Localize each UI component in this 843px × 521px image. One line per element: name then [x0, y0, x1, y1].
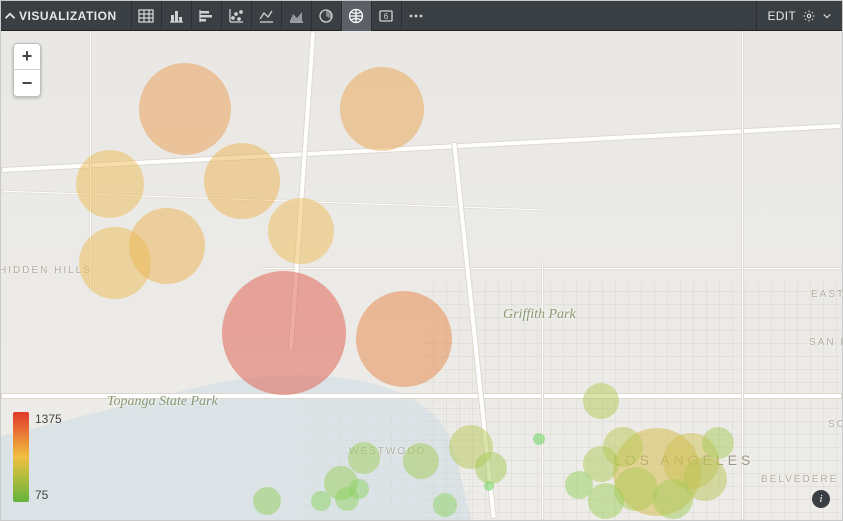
viztype-map-button[interactable]: [341, 1, 371, 31]
data-bubble: [588, 483, 624, 519]
data-bubble: [139, 63, 231, 155]
edit-button[interactable]: EDIT: [756, 1, 842, 30]
zoom-out-button[interactable]: −: [14, 70, 40, 96]
data-bubble: [663, 433, 719, 489]
legend-max: 1375: [35, 412, 62, 426]
map-canvas[interactable]: Griffith Park Topanga State Park LOS ANG…: [1, 31, 842, 520]
viztype-more-button[interactable]: [401, 1, 431, 31]
data-bubble: [583, 446, 619, 482]
viztype-scatter-button[interactable]: [221, 1, 251, 31]
collapse-toggle[interactable]: [1, 7, 19, 25]
viztype-number-button[interactable]: 6: [371, 1, 401, 31]
zoom-control: + −: [13, 43, 41, 97]
data-bubble: [433, 493, 457, 517]
viztype-pie-button[interactable]: [311, 1, 341, 31]
panel-title: VISUALIZATION: [19, 9, 131, 23]
data-bubble: [475, 452, 507, 484]
data-bubble: [340, 67, 424, 151]
viztype-area-button[interactable]: [281, 1, 311, 31]
viztype-hbar-button[interactable]: [191, 1, 221, 31]
legend: 1375 75: [13, 412, 62, 502]
data-bubble: [268, 198, 334, 264]
data-bubble: [129, 208, 205, 284]
data-bubble: [311, 491, 331, 511]
data-bubble: [348, 442, 380, 474]
edit-label: EDIT: [767, 9, 796, 23]
viz-toolbar: VISUALIZATION: [1, 1, 842, 31]
viztype-table-button[interactable]: [131, 1, 161, 31]
data-bubble: [79, 227, 151, 299]
data-bubble: [702, 427, 734, 459]
data-bubble: [683, 457, 727, 501]
data-bubble: [204, 143, 280, 219]
data-bubble: [603, 427, 643, 467]
data-bubble: [484, 481, 494, 491]
data-bubble: [349, 479, 369, 499]
data-bubble: [613, 428, 701, 516]
legend-gradient: [13, 412, 29, 502]
data-bubble: [76, 150, 144, 218]
visualization-panel: VISUALIZATION: [0, 0, 843, 521]
viztype-line-button[interactable]: [251, 1, 281, 31]
data-bubble: [653, 479, 693, 519]
zoom-in-button[interactable]: +: [14, 44, 40, 70]
data-bubble: [533, 433, 545, 445]
legend-min: 75: [35, 488, 62, 502]
bubbles-layer: [1, 31, 842, 520]
data-bubble: [222, 271, 346, 395]
viztype-bar-button[interactable]: [161, 1, 191, 31]
info-button[interactable]: i: [812, 490, 830, 508]
gear-icon: [802, 9, 816, 23]
data-bubble: [324, 466, 358, 500]
data-bubble: [253, 487, 281, 515]
data-bubble: [583, 383, 619, 419]
data-bubble: [449, 425, 493, 469]
data-bubble: [614, 467, 658, 511]
chevron-down-icon: [822, 11, 832, 21]
data-bubble: [403, 443, 439, 479]
data-bubble: [565, 471, 593, 499]
data-bubble: [356, 291, 452, 387]
svg-text:6: 6: [384, 12, 389, 21]
data-bubble: [335, 487, 359, 511]
